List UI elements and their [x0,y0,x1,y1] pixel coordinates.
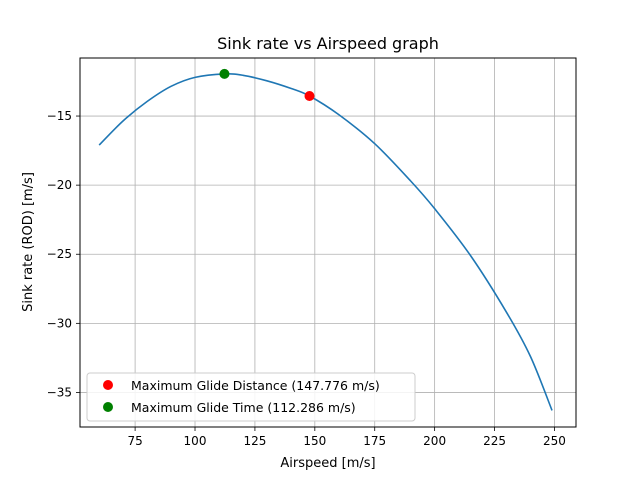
y-axis-label: Sink rate (ROD) [m/s] [21,172,36,312]
x-tick-label: 200 [423,434,446,448]
y-tick-label: −20 [47,178,72,192]
chart-title: Sink rate vs Airspeed graph [217,34,439,53]
legend-marker-max-glide-time [103,402,113,412]
x-tick-label: 125 [243,434,266,448]
plot-area-frame [79,57,577,428]
x-tick-label: 100 [184,434,207,448]
legend-box [86,372,416,422]
x-tick-label: 175 [363,434,386,448]
x-axis-label: Airspeed [m/s] [280,456,375,471]
x-tick-label: 150 [303,434,326,448]
legend: Maximum Glide Distance (147.776 m/s) Max… [86,372,416,422]
max-glide-distance-point [304,91,315,102]
axis-ticks: 75 100 125 150 175 200 225 250 −15 −20 −25 −30 −35 [47,109,566,448]
y-tick-label: −15 [47,109,72,123]
max-glide-time-point [219,68,230,79]
sink-rate-curve [98,73,553,411]
y-tick-label: −25 [47,247,72,261]
y-tick-label: −35 [47,385,72,399]
grid-lines [80,58,576,427]
x-tick-label: 225 [483,434,506,448]
x-tick-label: 250 [543,434,566,448]
legend-label-max-glide-time: Maximum Glide Time (112.286 m/s) [131,400,356,415]
legend-marker-max-glide-distance [103,380,113,390]
x-tick-label: 75 [127,434,142,448]
y-tick-label: −30 [47,316,72,330]
legend-label-max-glide-distance: Maximum Glide Distance (147.776 m/s) [131,378,380,393]
data-series [98,68,553,411]
